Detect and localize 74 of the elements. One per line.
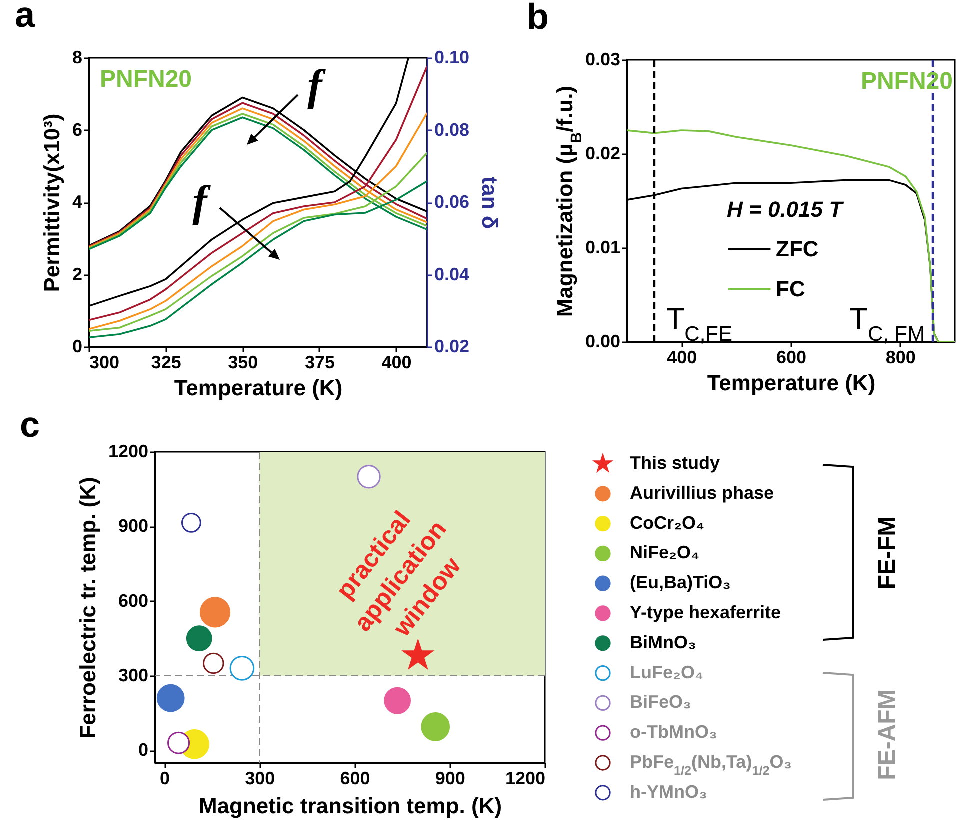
point [200, 597, 231, 628]
legend-label: h-YMnO₃ [630, 782, 708, 802]
y-tick-label: 6 [72, 120, 82, 140]
x-tick-label: 300 [90, 352, 120, 372]
y-tick-label: 1200 [108, 442, 148, 462]
ref-line-label: T$_{C, FM}$ [850, 303, 926, 346]
x-tick-label: 1200 [505, 768, 546, 788]
annotation: f [192, 177, 212, 226]
x-tick-label: 400 [382, 352, 412, 372]
x-tick-label: 900 [435, 768, 466, 788]
ref-line-label: T$_{C,FE}$ [666, 303, 733, 346]
chart-title: c [20, 404, 40, 445]
legend-label: ZFC [776, 236, 819, 262]
x-axis-title: Temperature (K) [707, 370, 876, 396]
y-axis-title: Permittivity(x10³) [39, 114, 64, 292]
y2-axis-title: tan δ [478, 176, 503, 230]
point [230, 656, 255, 681]
y-tick-label: 0 [138, 740, 148, 760]
text: FE-FM [874, 516, 901, 590]
legend-label: BiMnO₃ [630, 632, 696, 652]
point [403, 640, 434, 669]
point [357, 465, 381, 489]
annotation: PNFN20 [860, 68, 953, 95]
legend-label: BiFeO₃ [630, 692, 692, 712]
legend-label: PbFe$_{1/2}$(Nb,Ta)$_{1/2}$O₃ [630, 752, 792, 778]
point [168, 732, 190, 754]
text: FE-AFM [874, 690, 901, 780]
y2-tick-label: 0.08 [434, 120, 470, 140]
y-tick-label: 0.00 [585, 332, 620, 352]
y2-tick-label: 0.04 [434, 264, 470, 284]
y-tick-label: 2 [72, 264, 82, 284]
legend-label: NiFe₂O₄ [630, 542, 700, 563]
point [156, 684, 185, 712]
x-tick-label: 350 [228, 352, 258, 372]
y-tick-label: 600 [118, 590, 148, 611]
legend-label: This study [630, 453, 720, 473]
legend-label: LuFe₂O₄ [630, 662, 704, 682]
y2-tick-label: 0.06 [434, 192, 470, 212]
annotation: f [308, 61, 327, 110]
y-axis-title: Ferroelectric tr. temp. (K) [75, 477, 100, 739]
legend-title: H = 0.015 T [727, 197, 844, 222]
legend-label: (Eu,Ba)TiO₃ [630, 572, 731, 593]
x-axis-title: Temperature (K) [174, 376, 343, 400]
y-tick-label: 300 [118, 665, 148, 686]
x-tick-label: 800 [886, 348, 916, 368]
y-tick-label: 8 [72, 48, 82, 68]
x-tick-label: 325 [151, 352, 182, 372]
point [186, 626, 212, 652]
x-tick-label: 0 [160, 768, 170, 788]
chart-title: b [527, 0, 549, 37]
annotation: PNFN20 [100, 66, 192, 93]
x-tick-label: 400 [667, 348, 698, 368]
legend-label: FC [776, 276, 806, 302]
point [384, 687, 412, 714]
x-tick-label: 600 [340, 768, 370, 788]
y-tick-label: 0.01 [585, 238, 620, 258]
y-tick-label: 4 [72, 192, 82, 212]
x-tick-label: 300 [245, 768, 276, 788]
y-tick-label: 0.03 [585, 50, 620, 70]
x-tick-label: 600 [776, 348, 807, 368]
point [421, 712, 450, 742]
y-tick-label: 900 [118, 516, 148, 536]
legend-label: CoCr₂O₄ [630, 512, 705, 533]
point [181, 512, 202, 533]
legend-label: Aurivillius phase [630, 482, 774, 503]
y2-tick-label: 0.02 [434, 336, 470, 356]
chart-title: a [15, 0, 36, 35]
x-tick-label: 375 [304, 352, 335, 372]
legend-label: Y-type hexaferrite [630, 602, 782, 622]
y-tick-label: 0.02 [585, 144, 620, 164]
legend-label: o-TbMnO₃ [630, 722, 718, 742]
x-axis-title: Magnetic transition temp. (K) [198, 794, 502, 818]
point [203, 652, 224, 674]
y2-tick-label: 0.10 [434, 48, 470, 68]
